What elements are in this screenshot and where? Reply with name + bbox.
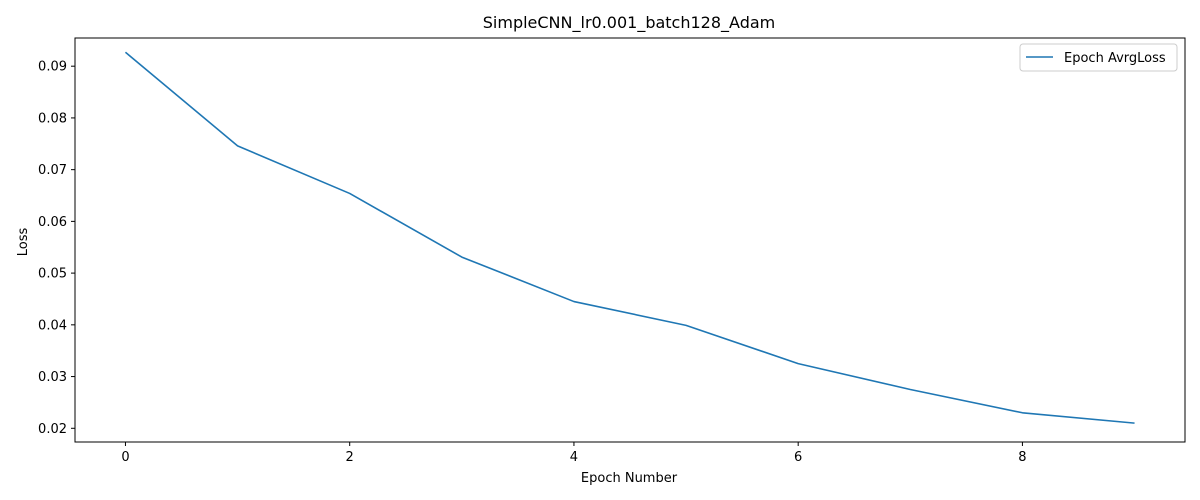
y-tick-label: 0.04 bbox=[38, 318, 67, 333]
legend-box bbox=[1019, 43, 1178, 72]
axes-frame bbox=[74, 37, 1186, 443]
y-tick-label: 0.06 bbox=[38, 215, 67, 230]
x-axis-label: Epoch Number bbox=[581, 471, 678, 486]
series-line-0 bbox=[124, 51, 1135, 424]
y-axis-label: Loss bbox=[16, 228, 31, 257]
x-tick-label: 2 bbox=[346, 450, 354, 465]
y-tick-label: 0.02 bbox=[38, 422, 67, 437]
y-tick-label: 0.03 bbox=[38, 370, 67, 385]
x-tick-label: 8 bbox=[1018, 450, 1026, 465]
y-tick-label: 0.07 bbox=[38, 163, 67, 178]
chart-title: SimpleCNN_lr0.001_batch128_Adam bbox=[483, 13, 776, 33]
y-tick-label: 0.05 bbox=[38, 267, 67, 282]
x-tick-label: 0 bbox=[121, 450, 129, 465]
legend-label: Epoch AvrgLoss bbox=[1064, 51, 1166, 66]
y-tick-label: 0.08 bbox=[38, 111, 67, 126]
plot-area: 0 2 4 6 8 0.02 0.03 0.04 0.05 0.06 0.07 0.08 0.09 bbox=[38, 37, 1186, 465]
x-tick-label: 6 bbox=[794, 450, 802, 465]
legend: Epoch AvrgLoss bbox=[1019, 43, 1178, 72]
y-tick-label: 0.09 bbox=[38, 60, 67, 75]
x-tick-label: 4 bbox=[570, 450, 578, 465]
